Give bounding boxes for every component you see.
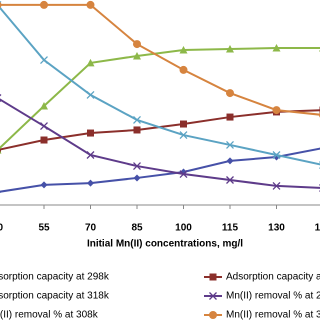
marker: [272, 181, 281, 190]
marker: [0, 146, 1, 154]
marker: [133, 115, 141, 124]
x-tick-label: 100: [175, 223, 192, 234]
marker: [86, 58, 95, 67]
series-line: [0, 46, 320, 150]
marker: [87, 129, 94, 137]
marker: [40, 101, 48, 110]
marker: [226, 176, 234, 184]
marker: [40, 0, 48, 9]
marker: [86, 90, 95, 99]
x-tick-label: 145: [315, 223, 320, 234]
series-line: [0, 3, 320, 116]
marker: [180, 120, 187, 128]
series: [0, 0, 320, 169]
marker: [133, 126, 141, 134]
marker: [226, 140, 234, 149]
marker: [133, 51, 141, 60]
legend-item: Adsorption capacity at 308k: [204, 272, 320, 283]
marker: [272, 43, 281, 52]
marker: [87, 179, 94, 187]
marker: [86, 151, 95, 159]
x-tick-label: 40: [0, 223, 3, 234]
x-tick-label: 70: [85, 223, 97, 234]
marker: [179, 65, 188, 74]
marker: [86, 0, 95, 9]
series: [0, 0, 320, 118]
marker: [133, 162, 141, 171]
legend-marker: [209, 311, 217, 319]
marker: [40, 122, 48, 131]
series: [0, 43, 320, 154]
legend-item: Mn(II) removal % at 298k: [204, 291, 320, 302]
marker: [0, 150, 2, 154]
marker: [179, 131, 188, 140]
legend-item: Mn(II) removal % at 318k: [204, 310, 320, 320]
marker: [40, 136, 48, 144]
marker: [179, 46, 188, 54]
series: [0, 106, 320, 154]
legend-label: Adsorption capacity at 298k: [0, 272, 110, 283]
legend-marker: [209, 292, 217, 300]
series-line: [0, 6, 320, 166]
legend-item: Adsorption capacity at 318k: [0, 291, 110, 302]
marker: [133, 40, 141, 49]
marker: [272, 151, 281, 159]
legend-item: Mn(II) removal % at 308k: [0, 310, 99, 320]
legend-label: Adsorption capacity at 318k: [0, 291, 110, 302]
marker: [226, 44, 234, 53]
marker: [0, 94, 2, 102]
marker: [226, 113, 234, 121]
legend-item: Adsorption capacity at 298k: [0, 272, 110, 283]
legend-label: Adsorption capacity at 308k: [226, 272, 320, 283]
x-tick-label: 85: [131, 223, 143, 234]
series-line: [0, 109, 320, 151]
legend-marker: [209, 273, 217, 281]
marker: [226, 157, 234, 165]
marker: [133, 174, 141, 182]
marker: [0, 1, 2, 9]
marker: [226, 89, 234, 98]
marker: [40, 56, 48, 65]
series: [0, 147, 320, 194]
marker: [40, 181, 48, 189]
legend-label: Mn(II) removal % at 318k: [226, 310, 320, 320]
marker: [179, 170, 188, 179]
series: [0, 94, 320, 192]
series-line: [0, 98, 320, 189]
legend-label: Mn(II) removal % at 298k: [226, 291, 320, 302]
legend-label: Mn(II) removal % at 308k: [0, 310, 99, 320]
marker: [272, 106, 281, 115]
x-tick-label: 130: [268, 223, 285, 234]
marker: [0, 191, 1, 194]
series-line: [0, 147, 320, 193]
x-tick-label: 115: [222, 223, 239, 234]
x-tick-label: 55: [38, 223, 50, 234]
x-axis-title: Initial Mn(II) concentrations, mg/l: [87, 239, 243, 250]
